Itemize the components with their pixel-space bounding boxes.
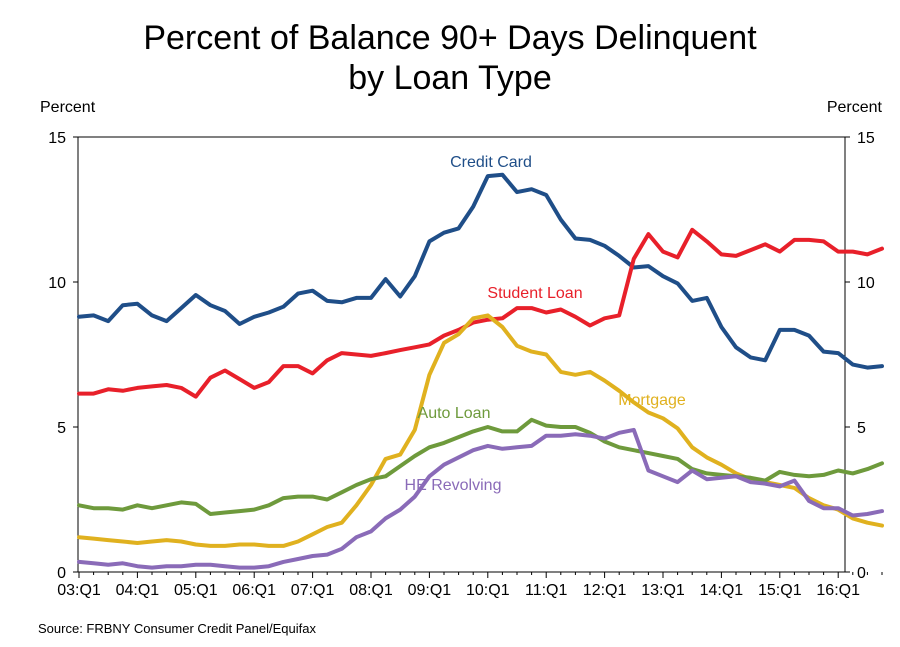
- series-lines: [77, 172, 884, 570]
- x-tick-label: 05:Q1: [174, 582, 218, 599]
- right-y-axis: 0 5 10 15: [845, 130, 875, 582]
- y-tick-label-left: 0: [57, 565, 66, 582]
- chart-title: Percent of Balance 90+ Days Delinquent b…: [0, 18, 900, 98]
- y-tick-label-right: 5: [857, 420, 866, 437]
- y-tick-label-right: 10: [857, 275, 875, 292]
- series-line-student-loan: [77, 227, 884, 399]
- series-label-student-loan: Student Loan: [487, 285, 582, 302]
- x-tick-label: 07:Q1: [291, 582, 335, 599]
- chart-title-line-1: Percent of Balance 90+ Days Delinquent: [143, 19, 757, 57]
- right-axis-unit: Percent: [826, 99, 882, 116]
- y-tick-label-left: 5: [57, 420, 66, 437]
- series-label-he-revolving: HE Revolving: [405, 477, 502, 494]
- y-tick-label-right: 15: [857, 130, 875, 147]
- x-axis: 03:Q1 04:Q1 05:Q1 06:Q1 07:Q1 08:Q1 09:Q1 10:Q1…: [57, 572, 883, 599]
- left-axis-unit: Percent: [40, 99, 96, 116]
- series-label-auto-loan: Auto Loan: [418, 405, 491, 422]
- x-tick-label: 11:Q1: [525, 582, 568, 599]
- x-tick-label: 12:Q1: [583, 582, 627, 599]
- x-tick-label: 06:Q1: [232, 582, 276, 599]
- y-tick-label-left: 10: [48, 275, 66, 292]
- x-tick-label: 15:Q1: [758, 582, 802, 599]
- series-line-he-revolving: [77, 427, 884, 570]
- series-line-auto-loan: [77, 417, 884, 516]
- x-tick-label: 14:Q1: [700, 582, 744, 599]
- series-line-credit-card: [77, 172, 884, 370]
- x-tick-label: 03:Q1: [57, 582, 101, 599]
- series-label-credit-card: Credit Card: [450, 154, 532, 171]
- chart-title-line-2: by Loan Type: [348, 59, 552, 97]
- plot-frame: [77, 136, 846, 573]
- x-tick-label: 16:Q1: [816, 582, 860, 599]
- left-y-axis: 0 5 10 15: [48, 130, 78, 582]
- x-tick-label: 13:Q1: [641, 582, 685, 599]
- source-note: Source: FRBNY Consumer Credit Panel/Equi…: [38, 621, 316, 636]
- x-tick-label: 08:Q1: [349, 582, 393, 599]
- x-tick-label: 10:Q1: [466, 582, 510, 599]
- series-label-mortgage: Mortgage: [618, 392, 686, 409]
- y-tick-label-right: 0: [857, 565, 866, 582]
- y-tick-label-left: 15: [48, 130, 66, 147]
- x-tick-label: 04:Q1: [116, 582, 160, 599]
- x-tick-label: 09:Q1: [408, 582, 452, 599]
- series-labels: Credit Card Student Loan Mortgage Auto Loan…: [405, 154, 686, 494]
